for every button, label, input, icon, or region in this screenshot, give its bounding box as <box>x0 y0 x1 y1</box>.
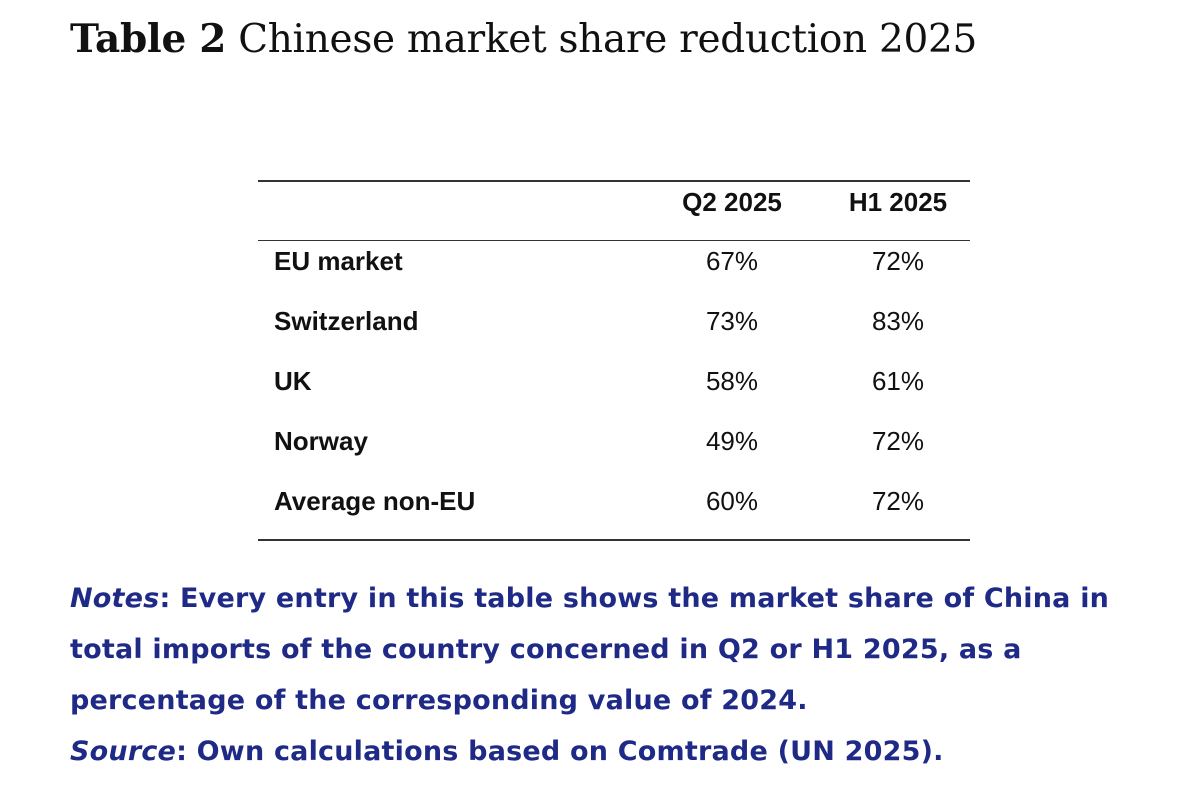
source-paragraph: Source: Own calculations based on Comtra… <box>70 726 1180 777</box>
cell-q2: 73% <box>705 306 759 336</box>
row-label: UK <box>274 366 312 396</box>
cell-q2: 58% <box>705 366 759 396</box>
table-row-average-non-eu: Average non-EU 60% 72% <box>258 486 970 526</box>
column-header-h1-2025: H1 2025 <box>848 187 948 217</box>
table-number: Table 2 <box>70 16 227 62</box>
source-text: : Own calculations based on Comtrade (UN… <box>176 736 944 767</box>
table-notes: Notes: Every entry in this table shows t… <box>70 573 1180 777</box>
table-caption: Chinese market share reduction 2025 <box>238 17 978 62</box>
cell-h1: 72% <box>871 486 925 516</box>
row-label: EU market <box>274 246 403 276</box>
cell-h1: 61% <box>871 366 925 396</box>
row-label: Average non-EU <box>274 486 476 516</box>
table-row-eu-market: EU market 67% 72% <box>258 246 970 286</box>
column-header-q2-2025: Q2 2025 <box>682 187 782 217</box>
table-row-uk: UK 58% 61% <box>258 366 970 406</box>
cell-q2: 67% <box>705 246 759 276</box>
cell-h1: 72% <box>871 246 925 276</box>
cell-h1: 83% <box>871 306 925 336</box>
market-share-table: Q2 2025 H1 2025 EU market 67% 72% Switze… <box>258 180 970 541</box>
table-row-norway: Norway 49% 72% <box>258 426 970 466</box>
cell-q2: 60% <box>705 486 759 516</box>
notes-paragraph: Notes: Every entry in this table shows t… <box>70 573 1180 726</box>
table-title: Table 2 Chinese market share reduction 2… <box>70 16 977 62</box>
row-label: Norway <box>274 426 368 456</box>
notes-text: : Every entry in this table shows the ma… <box>70 583 1110 716</box>
source-label: Source <box>70 736 177 767</box>
row-label: Switzerland <box>274 306 419 336</box>
cell-q2: 49% <box>705 426 759 456</box>
table-row-switzerland: Switzerland 73% 83% <box>258 306 970 346</box>
header-rule <box>258 240 970 241</box>
cell-h1: 72% <box>871 426 925 456</box>
notes-label: Notes <box>70 583 160 614</box>
